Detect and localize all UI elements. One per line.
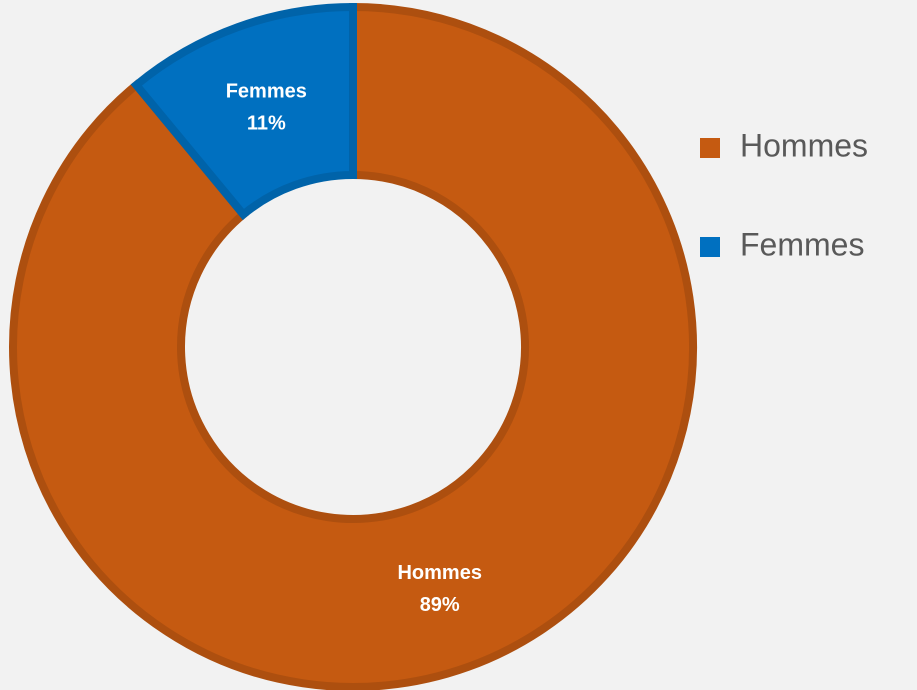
donut-slice (130, 2, 357, 221)
data-label-name: Hommes (397, 562, 481, 584)
legend-label: Hommes (740, 127, 868, 163)
legend-swatch (700, 138, 720, 158)
legend-label: Femmes (740, 226, 864, 262)
data-label-name: Femmes (226, 80, 307, 102)
data-label-value: 89% (420, 594, 460, 616)
donut-slice (9, 2, 697, 690)
data-label-value: 11% (247, 112, 286, 134)
legend-swatch (700, 237, 720, 257)
